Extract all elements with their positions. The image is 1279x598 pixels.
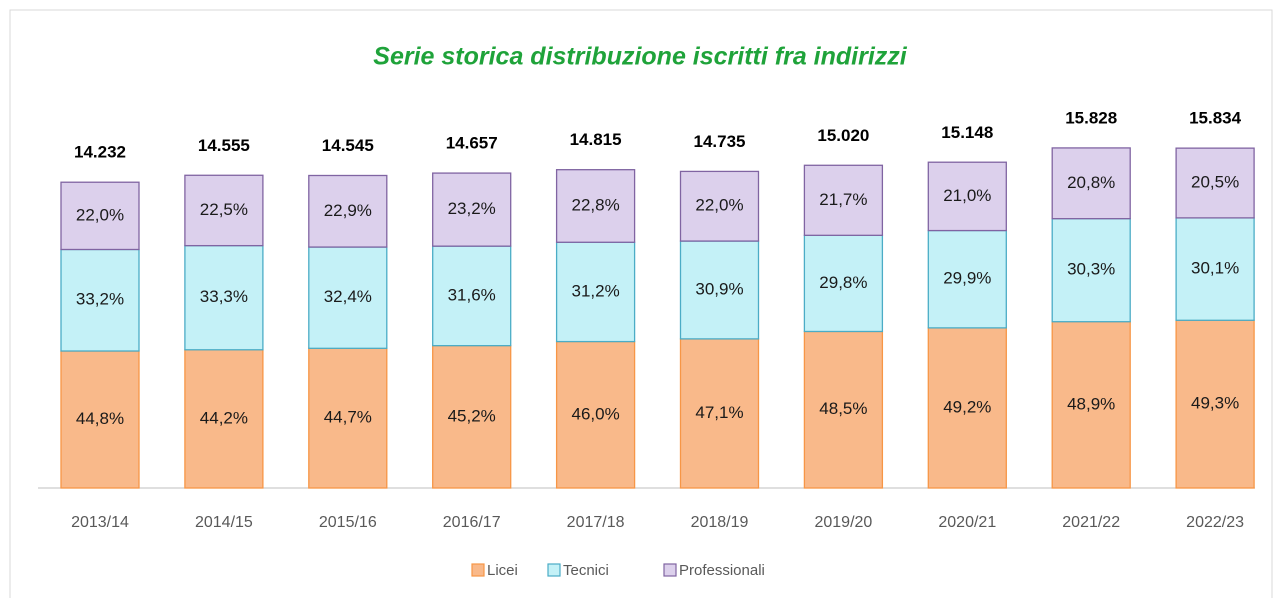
bar-segment [927, 161, 1007, 232]
total-label: 14.232 [74, 143, 126, 162]
x-tick-label: 2017/18 [567, 514, 625, 531]
value-label: 30,1% [1191, 259, 1239, 278]
value-label: 21,0% [943, 186, 991, 205]
value-label: 22,8% [571, 195, 619, 214]
bar-segment [1175, 217, 1255, 321]
value-label: 22,0% [695, 196, 743, 215]
value-label: 44,8% [76, 409, 124, 428]
bar-segment [803, 164, 884, 236]
x-tick-label: 2020/21 [938, 514, 996, 531]
total-label: 14.735 [694, 132, 746, 151]
bar-segment [60, 181, 140, 251]
bar-segment [432, 172, 512, 247]
value-label: 29,8% [819, 273, 867, 292]
value-label: 22,5% [200, 200, 248, 219]
legend-label: Licei [487, 562, 518, 579]
bar-segment [555, 169, 636, 243]
value-label: 33,3% [200, 287, 248, 306]
bar-segment [803, 234, 884, 333]
value-label: 23,2% [448, 199, 496, 218]
legend-label: Professionali [679, 562, 765, 579]
value-label: 44,7% [324, 408, 372, 427]
x-tick-label: 2014/15 [195, 514, 253, 531]
bar-segment [432, 345, 512, 489]
bar-segment [60, 350, 140, 489]
value-label: 47,1% [695, 403, 743, 422]
total-label: 15.834 [1189, 108, 1242, 127]
total-label: 14.555 [198, 136, 250, 155]
bar-segment [1051, 321, 1131, 489]
value-label: 48,9% [1067, 394, 1115, 413]
bar-segment [679, 338, 760, 489]
bar-segment [1051, 147, 1131, 220]
value-label: 33,2% [76, 290, 124, 309]
value-label: 48,5% [819, 399, 867, 418]
value-label: 46,0% [571, 404, 619, 423]
bar-segment [308, 246, 388, 349]
x-tick-label: 2021/22 [1062, 514, 1120, 531]
value-label: 49,2% [943, 397, 991, 416]
x-tick-label: 2022/23 [1186, 514, 1244, 531]
total-label: 15.020 [817, 126, 869, 145]
bar-segment [1175, 147, 1255, 219]
chart-title: Serie storica distribuzione iscritti fra… [373, 43, 908, 71]
total-label: 15.828 [1065, 108, 1117, 127]
bar-segment [432, 245, 512, 347]
bar-segment [927, 229, 1007, 329]
x-tick-label: 2013/14 [71, 514, 129, 531]
value-label: 45,2% [448, 406, 496, 425]
value-label: 20,5% [1191, 172, 1239, 191]
bar-segment [555, 340, 636, 489]
bar-segment [60, 248, 140, 352]
value-label: 49,3% [1191, 394, 1239, 413]
total-label: 15.148 [941, 123, 993, 142]
bar-segment [803, 330, 884, 489]
total-label: 14.657 [446, 134, 498, 153]
bar-segment [679, 170, 760, 242]
value-label: 22,0% [76, 205, 124, 224]
legend-swatch [663, 563, 677, 577]
value-label: 31,6% [448, 285, 496, 304]
x-tick-label: 2018/19 [691, 514, 749, 531]
bar-segment [679, 240, 760, 340]
bar-segment [927, 327, 1007, 489]
value-label: 29,9% [943, 269, 991, 288]
value-label: 22,9% [324, 201, 372, 220]
x-tick-label: 2015/16 [319, 514, 377, 531]
value-label: 31,2% [571, 281, 619, 300]
bar-segment [1175, 319, 1255, 489]
value-label: 30,9% [695, 279, 743, 298]
x-tick-label: 2019/20 [814, 514, 872, 531]
value-label: 44,2% [200, 408, 248, 427]
legend-label: Tecnici [563, 562, 609, 579]
legend-swatch [471, 563, 485, 577]
value-label: 21,7% [819, 190, 867, 209]
x-tick-label: 2016/17 [443, 514, 501, 531]
value-label: 30,3% [1067, 260, 1115, 279]
total-label: 14.815 [570, 130, 622, 149]
bar-segment [308, 174, 388, 248]
bar-segment [1051, 218, 1131, 323]
value-label: 20,8% [1067, 173, 1115, 192]
legend-swatch [547, 563, 561, 577]
bar-segment [555, 241, 636, 343]
total-label: 14.545 [322, 136, 374, 155]
bar-segment [308, 347, 388, 489]
bar-segment [184, 174, 264, 247]
value-label: 32,4% [324, 287, 372, 306]
